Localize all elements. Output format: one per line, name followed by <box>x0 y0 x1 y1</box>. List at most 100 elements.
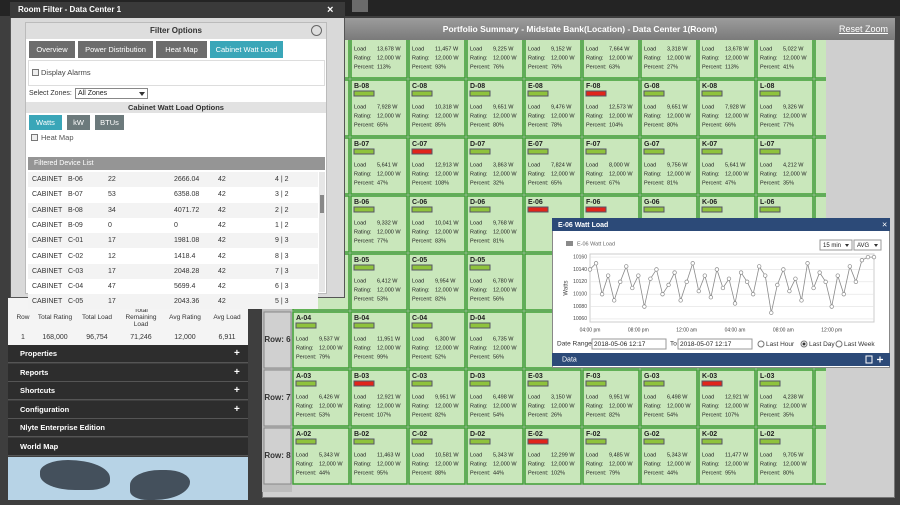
cabinet <box>408 311 466 369</box>
percent-label: Percent: <box>354 470 375 476</box>
cabinet-name: L-02 <box>760 431 775 438</box>
cabinet <box>640 137 698 195</box>
data-point <box>660 292 665 297</box>
sidebar-item[interactable]: Nlyte Enterprise Edition <box>8 419 248 438</box>
sidebar-item[interactable]: Reports + <box>8 363 248 382</box>
unit-button[interactable]: BTUs <box>95 115 124 130</box>
cabinet <box>350 311 408 369</box>
device-cell: 17 <box>108 237 116 245</box>
select[interactable] <box>819 239 853 251</box>
cabinet <box>466 369 524 427</box>
y-tick-label: 10160 <box>573 254 587 260</box>
unit-button[interactable]: kW <box>67 115 90 130</box>
rating-label: Rating: <box>296 461 314 467</box>
percent-value: 41% <box>783 64 794 70</box>
popup-close[interactable]: × <box>882 219 887 229</box>
device-row[interactable] <box>28 248 318 264</box>
percent-label: Percent: <box>528 64 549 70</box>
y-tick-label: 10100 <box>573 292 587 298</box>
rating-label: Rating: <box>586 171 604 177</box>
device-row[interactable] <box>28 172 318 187</box>
percent-value: 52% <box>435 354 446 360</box>
cabinet-name: B-07 <box>354 141 369 148</box>
unit-button[interactable]: Watts <box>29 115 62 130</box>
radio[interactable] <box>757 340 765 348</box>
load-value: 12,913 W <box>435 162 459 168</box>
zone-select[interactable]: All Zones <box>75 88 148 99</box>
rating-label: Rating: <box>412 55 430 61</box>
percent-value: 93% <box>435 64 446 70</box>
sidebar-item[interactable]: Shortcuts + <box>8 382 248 401</box>
dialog-close[interactable]: × <box>327 4 334 16</box>
load-bar <box>759 438 781 445</box>
load-label: Load <box>354 162 366 168</box>
load-label: Load <box>412 46 424 52</box>
date-input[interactable] <box>591 338 667 350</box>
rating-label: Rating: <box>760 403 778 409</box>
load-label: Load <box>644 104 656 110</box>
checkbox[interactable] <box>32 69 39 76</box>
device-row[interactable] <box>28 233 318 249</box>
load-label: Load <box>412 278 424 284</box>
percent-label: Percent: <box>644 64 665 70</box>
percent-value: 95% <box>377 470 388 476</box>
sidebar-item[interactable]: World Map <box>8 438 248 456</box>
rating-value: 12,000 W <box>319 345 343 351</box>
rating-value: 12,000 W <box>377 345 401 351</box>
cabinet-name: C-06 <box>412 199 427 206</box>
date-input[interactable] <box>677 338 753 350</box>
load-label: Load <box>354 104 366 110</box>
table-header: Total Remaining Load <box>125 306 157 328</box>
device-row[interactable] <box>28 279 318 295</box>
device-row[interactable] <box>28 294 318 310</box>
cabinet <box>408 369 466 427</box>
expand-icon: + <box>234 348 240 359</box>
percent-label: Percent: <box>354 180 375 186</box>
data-point <box>642 304 647 309</box>
load-label: Load <box>760 452 772 458</box>
load-bar <box>353 264 375 271</box>
tab[interactable]: Heat Map <box>156 41 207 58</box>
load-label: Load <box>470 104 482 110</box>
device-cell: C-02 <box>68 252 84 260</box>
load-value: 12,573 W <box>609 104 633 110</box>
sidebar-item[interactable]: Properties + <box>8 345 248 363</box>
load-label: Load <box>528 162 540 168</box>
radio[interactable] <box>835 340 843 348</box>
tab[interactable]: Power Distribution <box>78 41 153 58</box>
cabinet-name: A-02 <box>296 431 311 438</box>
y-axis-label: Watts <box>564 280 570 295</box>
device-row[interactable] <box>28 202 318 218</box>
cabinet <box>582 137 640 195</box>
device-row[interactable] <box>28 217 318 233</box>
cabinet <box>350 137 408 195</box>
device-row[interactable] <box>28 187 318 203</box>
load-bar <box>353 380 375 387</box>
cabinet <box>814 427 826 485</box>
select[interactable] <box>853 239 882 251</box>
percent-label: Percent: <box>354 412 375 418</box>
load-label: Load <box>586 162 598 168</box>
device-cell: 42 <box>218 176 226 183</box>
load-bar <box>353 322 375 329</box>
tab[interactable]: Overview <box>29 41 75 58</box>
rating-value: 12,000 W <box>667 171 691 177</box>
percent-label: Percent: <box>644 122 665 128</box>
load-bar <box>469 380 491 387</box>
rating-label: Rating: <box>644 55 662 61</box>
rating-label: Rating: <box>760 113 778 119</box>
data-tab[interactable]: Data <box>562 356 577 363</box>
cabinet-name: K-06 <box>702 199 717 206</box>
rating-value: 12,000 W <box>725 55 749 61</box>
data-point <box>841 292 846 297</box>
load-value: 9,225 W <box>493 46 514 52</box>
checkbox[interactable] <box>31 134 38 141</box>
rating-label: Rating: <box>528 113 546 119</box>
tab[interactable]: Cabinet Watt Load <box>210 41 283 58</box>
device-row[interactable] <box>28 263 318 279</box>
load-label: Load <box>296 452 308 458</box>
sidebar-item[interactable]: Configuration + <box>8 400 248 419</box>
device-cell: 12 <box>108 252 116 260</box>
reset-zoom[interactable]: Reset Zoom <box>838 24 888 34</box>
load-bar <box>585 438 607 445</box>
